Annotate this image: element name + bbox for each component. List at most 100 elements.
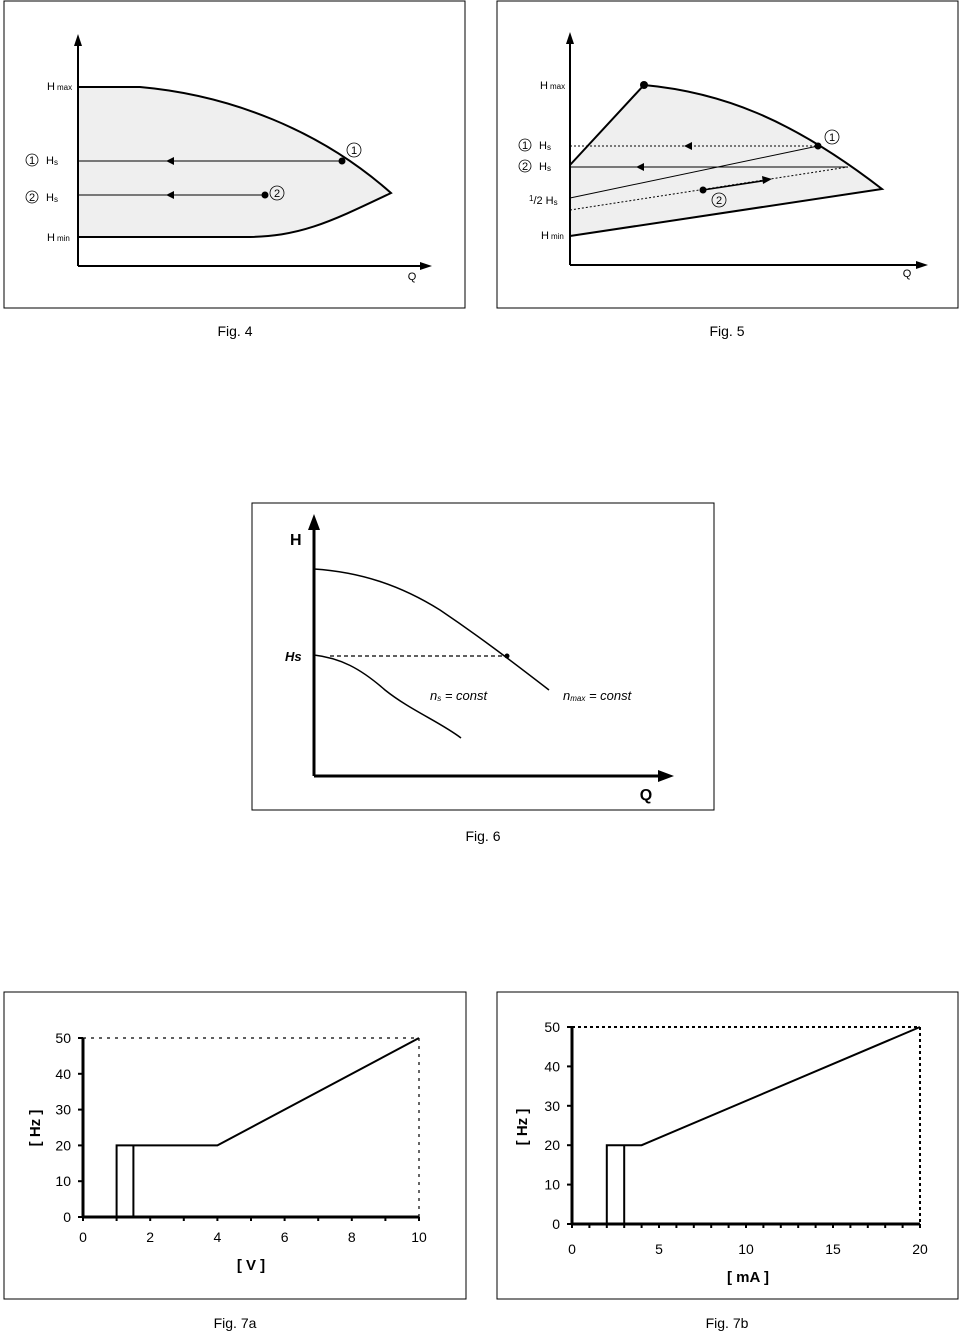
fig6-hs-label: Hs	[285, 649, 302, 664]
fig5-hs2-label: Hs	[539, 161, 551, 173]
fig4-operating-area	[78, 87, 391, 237]
fig4-caption: Fig. 4	[217, 323, 252, 339]
fig7b-y-tick-label: 20	[544, 1137, 560, 1153]
fig4-hs1-label: Hs	[46, 155, 58, 167]
fig4-x-label: Q	[408, 271, 417, 283]
fig4-hs2-label: Hs	[46, 192, 58, 204]
fig6-y-arrow-icon	[308, 514, 320, 530]
fig4-hs1-arrow-icon	[166, 157, 174, 165]
fig7b-y-tick-label: 0	[552, 1216, 560, 1232]
fig5-hs2-num: 2	[522, 161, 528, 173]
fig5-hs1-arrow-icon	[684, 142, 692, 150]
fig6-y-label: H	[290, 532, 302, 549]
fig7b-x-label: [ mA ]	[727, 1269, 769, 1286]
fig7a-y-tick-label: 40	[55, 1066, 71, 1082]
fig4-point-1	[338, 157, 346, 165]
fig6-ns-curve	[313, 654, 462, 739]
fig5-half-hs-label: 1/2 Hs	[529, 194, 558, 207]
fig7a-x-tick-label: 2	[146, 1229, 154, 1245]
fig6-caption: Fig. 6	[465, 828, 500, 844]
fig5-boundary-curve	[569, 83, 885, 237]
fig4-hs1-circle-icon	[25, 153, 39, 167]
fig5-y-arrow-icon	[566, 32, 574, 44]
fig6-intersection-point	[504, 653, 510, 659]
fig5-hs1-circle-icon	[518, 138, 532, 152]
fig7a-x-tick-label: 10	[411, 1229, 427, 1245]
fig7b-x-tick-label: 5	[655, 1241, 663, 1257]
fig6-nmax-curve	[313, 568, 550, 691]
fig5-operating-area	[570, 85, 882, 236]
fig5-control-line	[569, 145, 819, 199]
fig7a-y-tick-label: 0	[63, 1209, 71, 1225]
fig6-x-arrow-icon	[658, 770, 674, 782]
fig6-nmax-label: nmax = const	[563, 688, 633, 703]
fig7a-x-label: [ V ]	[237, 1257, 265, 1274]
fig7b-y-tick-label: 30	[544, 1098, 560, 1114]
fig5-max-point	[640, 81, 648, 89]
fig7b-plot: 0 10 20 30 40 50 0 5 10 15 20	[544, 1019, 928, 1257]
fig7b-x-tick-label: 10	[738, 1241, 754, 1257]
fig7a-y-tick-label: 50	[55, 1030, 71, 1046]
fig5-point1-circle-icon	[824, 129, 840, 145]
fig5-point2-circle-icon	[711, 192, 727, 208]
fig4-boundary-curve	[78, 86, 393, 238]
fig4-point2-label: 2	[274, 188, 280, 200]
fig7b-series-line	[605, 1026, 921, 1224]
fig7b-y-tick-label: 10	[544, 1177, 560, 1193]
fig4-y-arrow-icon	[74, 34, 82, 46]
fig7a-x-tick-label: 0	[79, 1229, 87, 1245]
fig4-point2-circle-icon	[269, 185, 285, 201]
fig7a-y-tick-label: 10	[55, 1173, 71, 1189]
fig7a-x-tick-label: 4	[214, 1229, 222, 1245]
fig7b-x-tick-label: 0	[568, 1241, 576, 1257]
fig7b-x-tick-label: 20	[912, 1241, 928, 1257]
fig5-point2-label: 2	[716, 195, 722, 207]
fig7a-x-tick-label: 6	[281, 1229, 289, 1245]
fig5-point-1	[814, 142, 822, 150]
fig7b-y-tick-label: 50	[544, 1019, 560, 1035]
fig7a-y-tick-label: 20	[55, 1137, 71, 1153]
fig5-caption: Fig. 5	[709, 323, 744, 339]
fig7b-y-label: [ Hz ]	[514, 1109, 531, 1146]
fig7a-y-label: [ Hz ]	[27, 1110, 44, 1147]
fig4-point1-label: 1	[351, 145, 357, 157]
fig7a-caption: Fig. 7a	[214, 1315, 257, 1331]
fig5-hs1-num: 1	[522, 140, 528, 152]
fig6-ns-label: ns = const	[430, 688, 489, 703]
fig7a: 0 10 20 30 40 50 0 2 4 6 8 10 [ Hz ] [ V ] Fig. 7a	[3, 991, 467, 1331]
fig4-point-2	[261, 191, 269, 199]
fig5-shift-segment	[702, 179, 769, 191]
fig4-x-arrow-icon	[420, 262, 432, 270]
fig7a-series-line	[115, 1037, 420, 1217]
fig7b-x-tick-label: 15	[825, 1241, 841, 1257]
fig7b-caption: Fig. 7b	[706, 1315, 749, 1331]
fig5-x-arrow-icon	[916, 261, 928, 269]
fig7b-frame	[496, 991, 959, 1300]
fig7a-y-tick-label: 30	[55, 1102, 71, 1118]
fig6-x-label: Q	[640, 787, 652, 804]
fig6: H Hs ns = const nmax = const Q Fig. 6	[251, 502, 715, 844]
fig4-hs2-circle-icon	[25, 190, 39, 204]
fig6-frame	[251, 502, 715, 811]
fig5-point-2	[699, 186, 707, 194]
fig4-point1-circle-icon	[346, 142, 362, 158]
fig7a-plot: 0 10 20 30 40 50 0 2 4 6 8 10	[55, 1030, 427, 1245]
fig5-point1-label: 1	[829, 132, 835, 144]
fig5-x-label: Q	[903, 268, 912, 280]
fig4-hs2-arrow-icon	[166, 191, 174, 199]
fig5-shift-arrow-icon	[762, 176, 772, 184]
fig7a-x-tick-label: 8	[348, 1229, 356, 1245]
fig4-hs2-num: 2	[29, 192, 35, 204]
fig5-hs1-label: Hs	[539, 140, 551, 152]
fig5-hs2-arrow-icon	[636, 163, 644, 171]
fig5-hs2-circle-icon	[518, 159, 532, 173]
fig7b-y-tick-label: 40	[544, 1058, 560, 1074]
fig4-hs1-num: 1	[29, 155, 35, 167]
